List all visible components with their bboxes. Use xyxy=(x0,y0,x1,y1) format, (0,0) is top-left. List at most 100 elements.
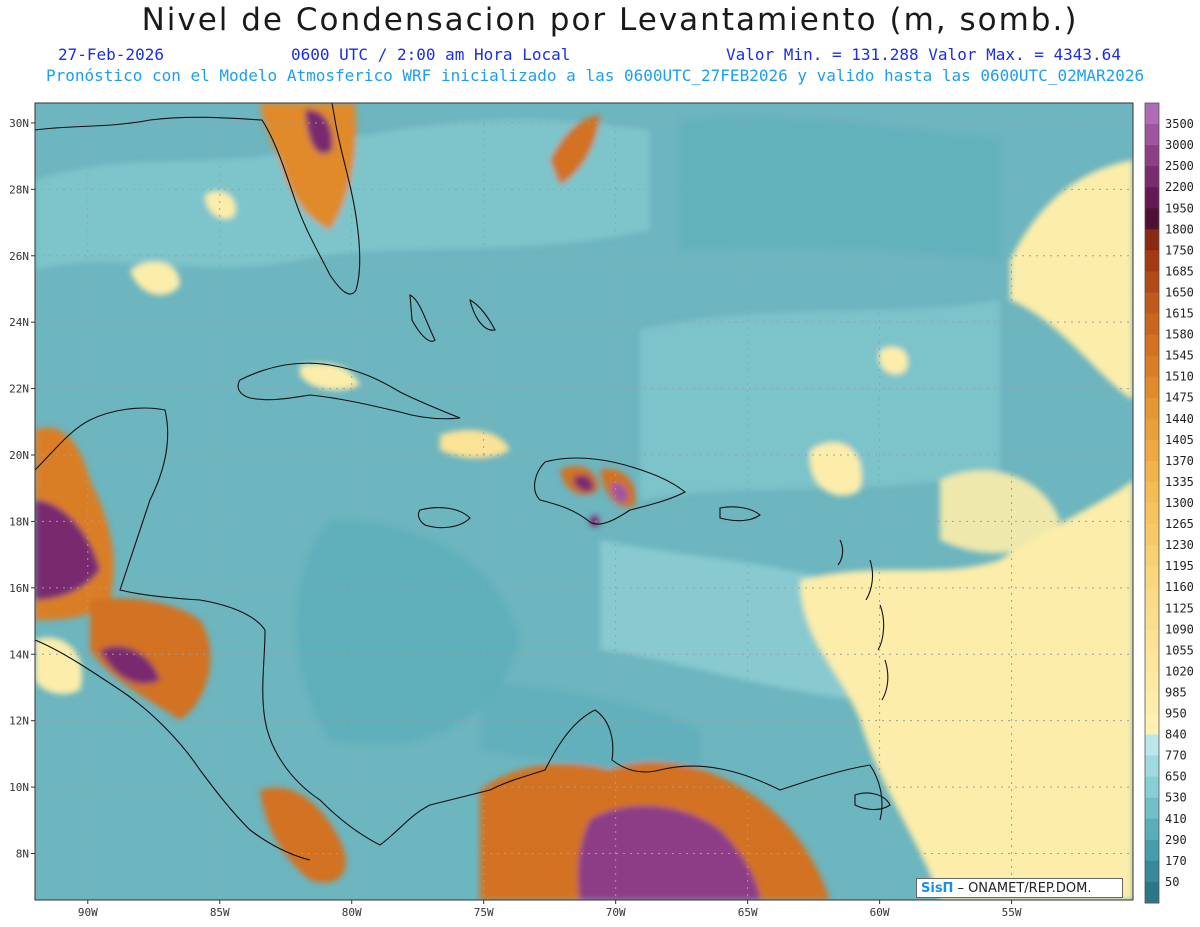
lat-tick-label: 12N xyxy=(9,715,29,728)
colorbar-swatch xyxy=(1145,629,1159,651)
colorbar-swatch xyxy=(1145,460,1159,483)
colorbar-label: 1160 xyxy=(1165,580,1194,594)
colorbar-frame xyxy=(1144,102,1160,904)
colorbar-label: 1195 xyxy=(1165,559,1194,573)
high-lcl-cuba xyxy=(300,363,360,391)
colorbar-label: 1300 xyxy=(1165,496,1194,510)
dark-band-atlantic xyxy=(680,117,1000,261)
colorbar-label: 1020 xyxy=(1165,664,1194,678)
colorbar-label: 770 xyxy=(1165,749,1187,763)
us-gulf-coast xyxy=(35,103,361,295)
shaded-field xyxy=(35,103,1133,900)
high-lcl-patch-1 xyxy=(809,442,862,496)
colorbar-label: 650 xyxy=(1165,770,1187,784)
colorbar-swatch xyxy=(1145,608,1159,630)
sispi-logo: SisΠ xyxy=(921,880,954,896)
map-title: Nivel de Condensacion por Levantamiento … xyxy=(141,2,1079,38)
colorbar-swatch xyxy=(1145,418,1159,441)
colorbar-label: 3000 xyxy=(1165,138,1194,152)
colorbar-label: 1055 xyxy=(1165,643,1194,657)
light-band-east xyxy=(640,300,1000,500)
jamaica-outline xyxy=(417,507,471,529)
colorbar-label: 170 xyxy=(1165,854,1187,868)
colorbar-swatch xyxy=(1145,103,1159,125)
model-description: Pronóstico con el Modelo Atmosferico WRF… xyxy=(46,66,1145,85)
colorbar-swatch xyxy=(1145,692,1159,715)
colorbar-swatch xyxy=(1145,229,1159,251)
high-lcl-gulf-patch-2 xyxy=(205,191,236,219)
colorbar-swatch xyxy=(1145,839,1159,862)
florida-orange xyxy=(260,103,357,230)
dark-band-south xyxy=(480,680,700,780)
colorbar-label: 1265 xyxy=(1165,517,1194,531)
colorbar-label: 1510 xyxy=(1165,370,1194,384)
colorbar-swatch xyxy=(1145,734,1159,757)
colorbar-swatch xyxy=(1145,376,1159,399)
lon-tick-label: 80W xyxy=(342,906,362,919)
credit-box: SisΠ – ONAMET/REP.DOM. xyxy=(916,878,1123,898)
colorbar-swatch xyxy=(1145,166,1159,188)
colorbar-swatch xyxy=(1145,250,1159,272)
colorbar-label: 840 xyxy=(1165,728,1187,742)
colorbar-label: 50 xyxy=(1165,875,1179,889)
colorbar-label: 950 xyxy=(1165,707,1187,721)
field-patches xyxy=(35,103,1133,900)
high-lcl-patch-2 xyxy=(879,346,909,375)
colorbar-label: 1090 xyxy=(1165,622,1194,636)
colorbar-swatch xyxy=(1145,713,1159,736)
map-frame xyxy=(34,102,1134,901)
colorbar-swatch xyxy=(1145,860,1159,883)
bahamas-outline xyxy=(409,294,496,342)
colorbar-label: 1335 xyxy=(1165,475,1194,489)
colorbar-swatch xyxy=(1145,124,1159,146)
colorbar-label: 1230 xyxy=(1165,538,1194,552)
colorbar-label: 530 xyxy=(1165,791,1187,805)
central-south-america-coast xyxy=(35,407,883,846)
cuba-outline xyxy=(237,362,461,420)
valid-time: 0600 UTC / 2:00 am Hora Local xyxy=(291,45,571,64)
lat-tick-label: 22N xyxy=(9,383,29,396)
colorbar-label: 1545 xyxy=(1165,349,1194,363)
honduras-orange xyxy=(90,598,211,720)
colorbar-swatch xyxy=(1145,292,1159,315)
longitude-axis: 90W 85W 80W 75W 70W 65W 60W 55W xyxy=(78,900,1022,919)
lat-tick-label: 16N xyxy=(9,582,29,595)
lat-tick-label: 28N xyxy=(9,183,29,196)
colorbar-swatch xyxy=(1145,313,1159,336)
colorbar-label: 1750 xyxy=(1165,243,1194,257)
honduras-purple xyxy=(100,646,160,684)
lat-tick-label: 20N xyxy=(9,449,29,462)
colorbar-swatch xyxy=(1145,503,1159,525)
yucatan-purple xyxy=(35,500,100,600)
colorbar-swatch xyxy=(1145,524,1159,546)
light-band-antilles xyxy=(600,540,860,700)
colorbar-swatch xyxy=(1145,755,1159,778)
hispaniola-purple-3 xyxy=(589,515,600,527)
colorbar-swatch xyxy=(1145,481,1159,504)
colorbar-label: 1405 xyxy=(1165,433,1194,447)
high-lcl-gulf-patch xyxy=(130,261,180,295)
graticule xyxy=(35,103,1133,900)
lon-tick-label: 60W xyxy=(870,906,890,919)
coastlines xyxy=(35,103,891,861)
colorbar-swatch xyxy=(1145,439,1159,462)
high-lcl-jamaica xyxy=(440,430,510,459)
colorbar-label: 3500 xyxy=(1165,117,1194,131)
valid-date: 27-Feb-2026 xyxy=(58,45,164,64)
colorbar-swatch xyxy=(1145,397,1159,420)
lon-tick-label: 65W xyxy=(738,906,758,919)
colorbar: 3500 3000 2500 2200 1950 1800 1750 1685 1650 1615… xyxy=(1144,102,1194,904)
costa-rica-orange xyxy=(260,787,346,883)
colorbar-label: 410 xyxy=(1165,812,1187,826)
lat-tick-label: 30N xyxy=(9,117,29,130)
south-america-purple xyxy=(578,806,760,900)
hispaniola-outline xyxy=(534,457,686,525)
colorbar-label: 1685 xyxy=(1165,264,1194,278)
puerto-rico-outline xyxy=(719,506,761,522)
colorbar-swatch xyxy=(1145,208,1159,230)
latitude-axis: 30N 28N 26N 24N 22N 20N 18N 16N 14N 12N 10N 8N xyxy=(9,117,35,861)
colorbar-label: 1580 xyxy=(1165,328,1194,342)
lon-tick-label: 90W xyxy=(78,906,98,919)
high-lcl-guatemala-coast xyxy=(35,637,82,695)
value-range: Valor Min. = 131.288 Valor Max. = 4343.6… xyxy=(726,45,1121,64)
